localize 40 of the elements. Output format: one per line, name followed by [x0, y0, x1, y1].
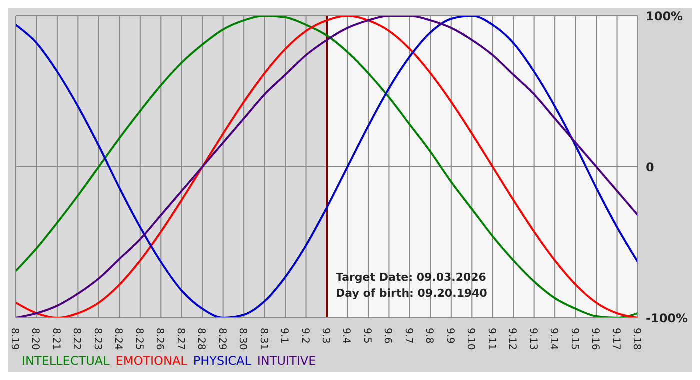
x-tick-label: 9.5 — [361, 328, 372, 344]
x-tick-label: 8.20 — [30, 328, 41, 350]
x-tick-label: 9.14 — [548, 328, 560, 350]
y-tick-label: 100% — [646, 9, 684, 24]
x-tick-label: 8.30 — [237, 328, 248, 350]
x-tick-label: 9.16 — [590, 328, 601, 350]
x-tick-label: 8.26 — [154, 328, 166, 350]
x-tick-label: 9.10 — [465, 328, 476, 350]
x-tick-label: 9.6 — [382, 328, 394, 344]
x-tick-label: 9.18 — [631, 328, 642, 350]
x-tick-label: 8.31 — [258, 328, 269, 350]
annotation: Target Date: 09.03.2026 — [336, 270, 488, 286]
x-tick-label: 9.8 — [424, 328, 435, 344]
x-tick-label: 9.12 — [506, 328, 518, 350]
text: PHYSICAL — [193, 354, 252, 368]
x-tick-label: 8.24 — [112, 328, 124, 350]
x-tick-label: 8.22 — [71, 328, 82, 350]
x-tick-label: 9.1 — [278, 328, 290, 344]
x-tick-label: 8.25 — [133, 328, 144, 350]
y-tick-label: 0 — [646, 160, 654, 174]
text: EMOTIONAL — [116, 354, 188, 368]
y-tick-label: -100% — [646, 311, 688, 326]
x-tick-label: 9.3 — [320, 328, 331, 344]
x-tick-label: 8.21 — [50, 328, 62, 350]
x-tick-label: 9.4 — [340, 328, 352, 344]
x-tick-label: 9.9 — [444, 328, 456, 344]
x-tick-label: 8.28 — [196, 328, 207, 350]
x-tick-label: 8.19 — [9, 328, 20, 350]
text: INTUITIVE — [257, 354, 316, 368]
x-tick-label: 9.2 — [299, 328, 310, 344]
x-tick-label: 9.17 — [610, 328, 622, 350]
x-tick-label: 9.11 — [486, 328, 497, 350]
x-tick-label: 8.29 — [216, 328, 228, 350]
text: INTELLECTUAL — [22, 354, 110, 368]
x-tick-label: 9.13 — [527, 328, 538, 350]
annotation: Day of birth: 09.20.1940 — [336, 286, 488, 302]
x-tick-label: 9.7 — [402, 328, 414, 344]
x-tick-label: 8.27 — [174, 328, 186, 350]
x-tick-label: 9.15 — [568, 328, 580, 350]
x-tick-label: 8.23 — [92, 328, 103, 350]
